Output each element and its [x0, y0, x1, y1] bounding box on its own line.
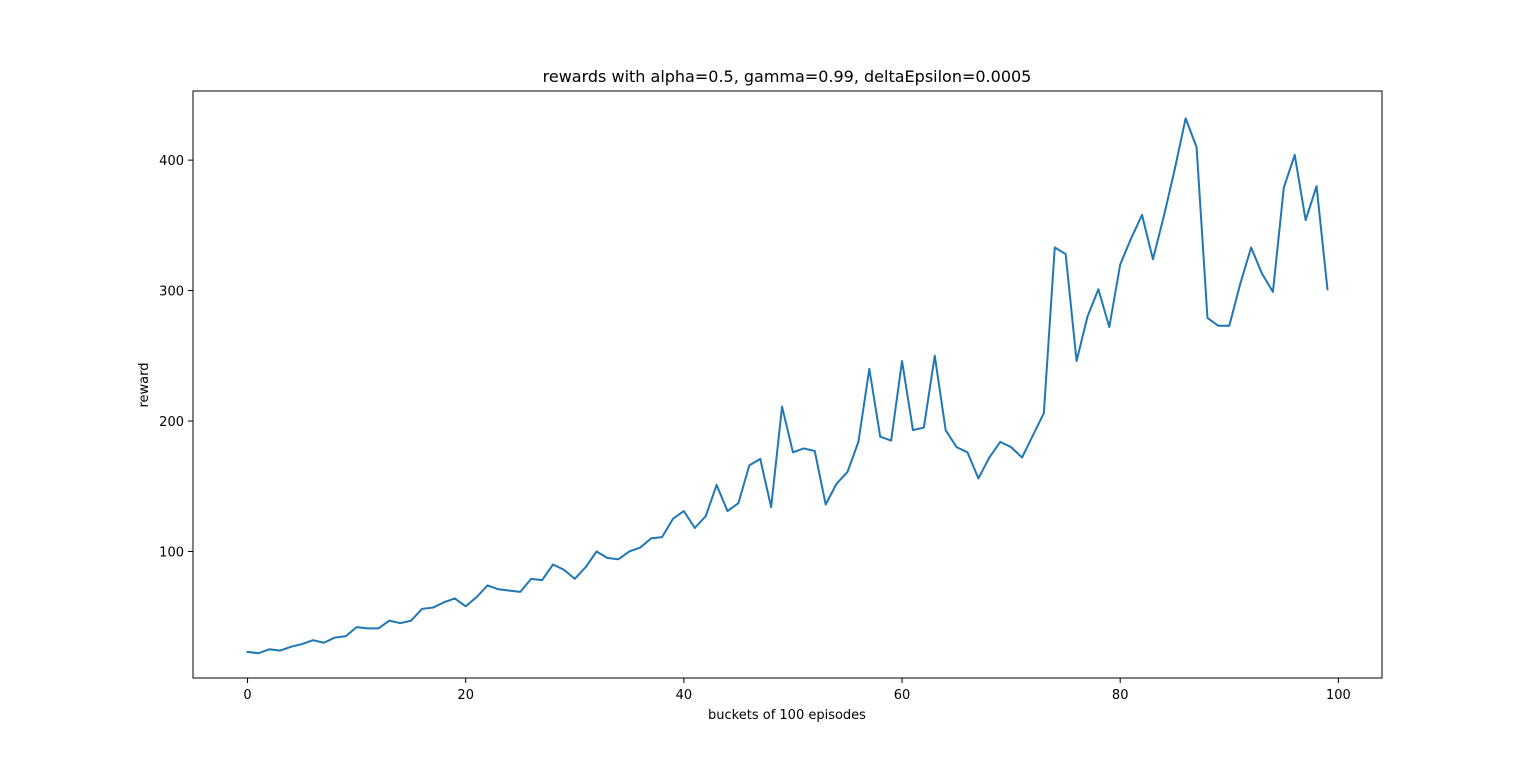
x-axis-label: buckets of 100 episodes	[708, 708, 866, 723]
series-line-0	[246, 117, 1329, 655]
y-tick-label: 300	[159, 285, 184, 300]
x-axis-ticks: 0 20 40 60 80 100	[243, 678, 1351, 703]
plot-frame	[192, 90, 1383, 679]
y-tick-label: 100	[159, 545, 184, 560]
x-tick-label: 80	[1112, 688, 1129, 703]
x-tick-label: 60	[894, 688, 911, 703]
x-tick-label: 20	[457, 688, 474, 703]
plot-area	[192, 90, 1383, 679]
x-tick-label: 40	[676, 688, 693, 703]
x-tick-label: 100	[1326, 688, 1351, 703]
y-axis-label: reward	[137, 362, 152, 407]
y-tick-label: 200	[159, 415, 184, 430]
x-tick-label: 0	[243, 688, 251, 703]
y-tick-label: 400	[159, 154, 184, 169]
y-axis-ticks: 100 200 300 400	[159, 154, 193, 560]
chart-title: rewards with alpha=0.5, gamma=0.99, delt…	[543, 67, 1032, 86]
